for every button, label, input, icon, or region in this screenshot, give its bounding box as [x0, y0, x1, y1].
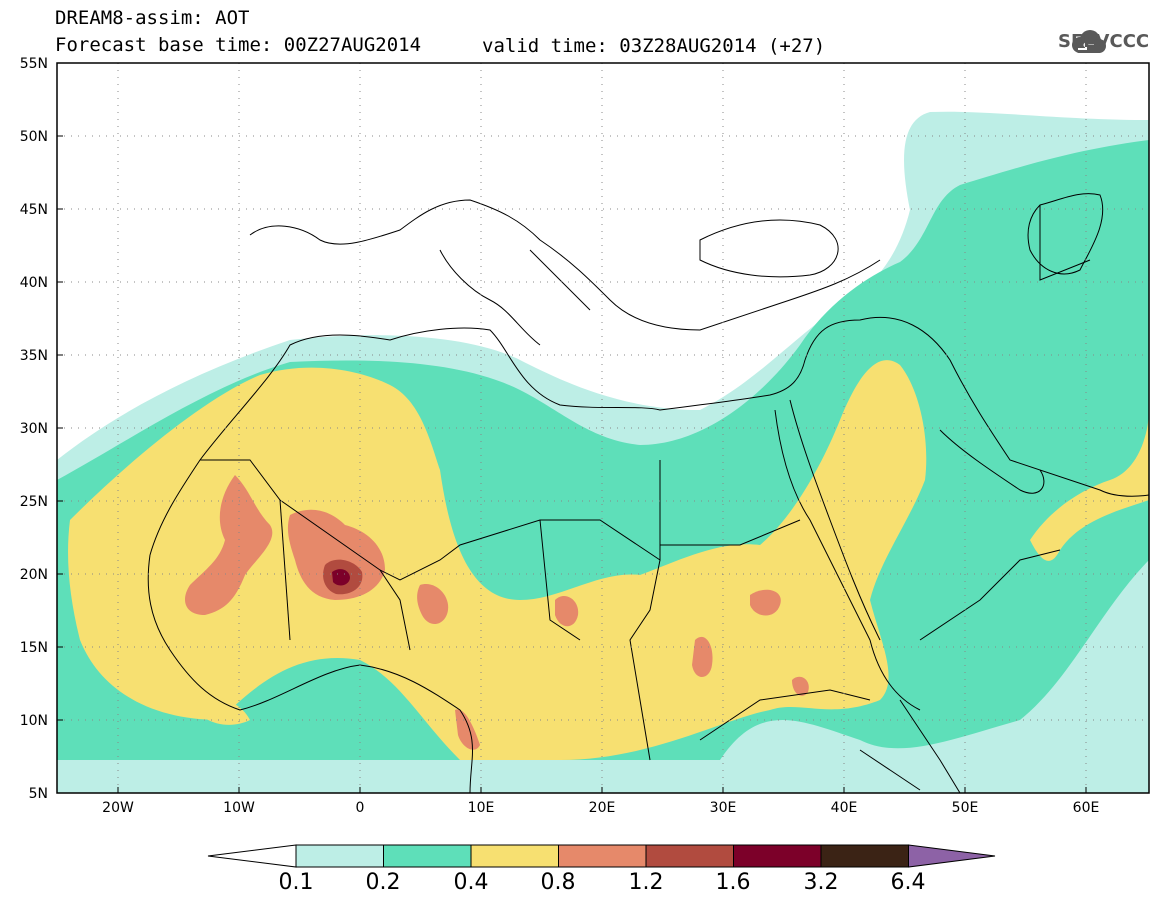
- lon-label: 40E: [831, 800, 858, 816]
- colorbar-swatch: [820, 844, 909, 868]
- colorbar-label: 0.4: [453, 870, 489, 895]
- colorbar-swatch: [207, 844, 297, 868]
- lat-label: 10N: [20, 713, 48, 729]
- lon-label: 50E: [952, 800, 979, 816]
- colorbar-swatch: [295, 844, 384, 868]
- lon-label: 20E: [589, 800, 616, 816]
- lon-label: 10E: [468, 800, 495, 816]
- colorbar-label: 1.6: [715, 870, 751, 895]
- forecast-base-time: Forecast base time: 00Z27AUG2014: [55, 34, 422, 56]
- colorbar-swatch: [733, 844, 822, 868]
- lat-label: 15N: [20, 640, 48, 656]
- lon-label: 10W: [223, 800, 255, 816]
- valid-time: valid time: 03Z28AUG2014 (+27): [482, 35, 826, 57]
- colorbar-swatch: [645, 844, 734, 868]
- aot-contour-0.8: [185, 475, 809, 750]
- cloud-icon: [1072, 30, 1106, 53]
- lat-axis-labels: 55N 50N 45N 40N 35N 30N 25N 20N 15N 10N …: [20, 56, 48, 802]
- lon-label: 20W: [102, 800, 134, 816]
- lat-label: 25N: [20, 494, 48, 510]
- lat-label: 45N: [20, 202, 48, 218]
- lat-label: 50N: [20, 129, 48, 145]
- logo-text: SEEVCCC: [1058, 31, 1150, 52]
- lon-axis-labels: 20W 10W 0 10E 20E 30E 40E 50E 60E: [102, 800, 1099, 816]
- colorbar-label: 0.2: [365, 870, 401, 895]
- lon-label: 60E: [1073, 800, 1100, 816]
- tick-marks: [57, 62, 1087, 794]
- colorbar-swatch: [558, 844, 647, 868]
- aot-contour-1.6: [332, 569, 350, 586]
- colorbar-label: 3.2: [803, 870, 839, 895]
- map-title: DREAM8-assim: AOT: [55, 7, 250, 29]
- lat-label: 35N: [20, 348, 48, 364]
- lat-label: 55N: [20, 56, 48, 72]
- colorbar-label: 0.1: [278, 870, 314, 895]
- colorbar-label: 0.8: [540, 870, 576, 895]
- lat-label: 5N: [29, 786, 48, 802]
- colorbar-swatch: [470, 844, 559, 868]
- colorbar-swatch: [383, 844, 472, 868]
- colorbar-label: 1.2: [628, 870, 664, 895]
- map-grid: [57, 63, 1149, 793]
- lat-label: 40N: [20, 275, 48, 291]
- colorbar-label: 6.4: [890, 870, 926, 895]
- colorbar: [207, 844, 996, 868]
- lat-label: 20N: [20, 567, 48, 583]
- lon-label: 30E: [710, 800, 737, 816]
- colorbar-swatch: [908, 844, 996, 868]
- lat-label: 30N: [20, 421, 48, 437]
- lon-label: 0: [356, 800, 365, 816]
